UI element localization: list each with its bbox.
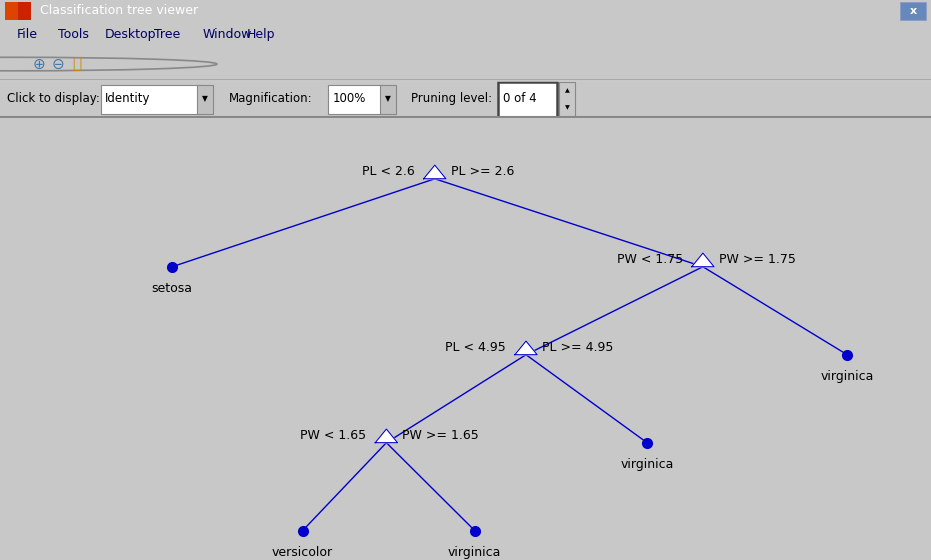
Bar	[328, 85, 384, 114]
Text: PW < 1.75: PW < 1.75	[617, 254, 687, 267]
Text: 100%: 100%	[332, 92, 366, 105]
Polygon shape	[424, 165, 446, 179]
Bar	[5, 2, 31, 20]
Text: Magnification:: Magnification:	[229, 92, 313, 105]
Text: x: x	[910, 6, 917, 16]
Text: virginica: virginica	[448, 547, 502, 559]
Text: Tree: Tree	[154, 28, 180, 41]
Text: PW >= 1.65: PW >= 1.65	[402, 430, 479, 442]
Text: ▼: ▼	[202, 94, 209, 103]
Bar	[5, 2, 18, 20]
Text: Help: Help	[247, 28, 276, 41]
Text: Pruning level:: Pruning level:	[411, 92, 492, 105]
Text: PL < 4.95: PL < 4.95	[445, 342, 510, 354]
Text: PW >= 1.75: PW >= 1.75	[719, 254, 796, 267]
Text: Desktop: Desktop	[104, 28, 155, 41]
Text: 0 of 4: 0 of 4	[503, 92, 536, 105]
Text: PL >= 2.6: PL >= 2.6	[451, 165, 514, 179]
Bar	[900, 2, 926, 20]
Text: Tools: Tools	[58, 28, 88, 41]
Text: PL < 2.6: PL < 2.6	[362, 165, 419, 179]
Bar	[559, 82, 575, 116]
Text: virginica: virginica	[620, 458, 674, 472]
Bar	[380, 85, 396, 114]
Polygon shape	[692, 253, 714, 267]
Text: ⊕: ⊕	[33, 57, 46, 72]
Text: File: File	[17, 28, 38, 41]
Text: Classification tree viewer: Classification tree viewer	[40, 4, 198, 17]
Text: setosa: setosa	[152, 282, 193, 295]
Bar	[101, 85, 201, 114]
Polygon shape	[515, 341, 537, 354]
Text: ▲: ▲	[564, 88, 570, 93]
Polygon shape	[375, 429, 398, 443]
Text: ▼: ▼	[385, 94, 391, 103]
Text: Click to display:: Click to display:	[7, 92, 100, 105]
Text: PL >= 4.95: PL >= 4.95	[542, 342, 614, 354]
Bar	[498, 82, 557, 116]
Text: Identity: Identity	[105, 92, 151, 105]
Text: ✋: ✋	[72, 57, 81, 72]
Text: PW < 1.65: PW < 1.65	[301, 430, 371, 442]
Text: ▼: ▼	[564, 105, 570, 110]
Text: Window: Window	[203, 28, 252, 41]
Bar	[197, 85, 213, 114]
Text: ⊖: ⊖	[51, 57, 64, 72]
Text: virginica: virginica	[820, 370, 874, 384]
Text: versicolor: versicolor	[272, 547, 333, 559]
